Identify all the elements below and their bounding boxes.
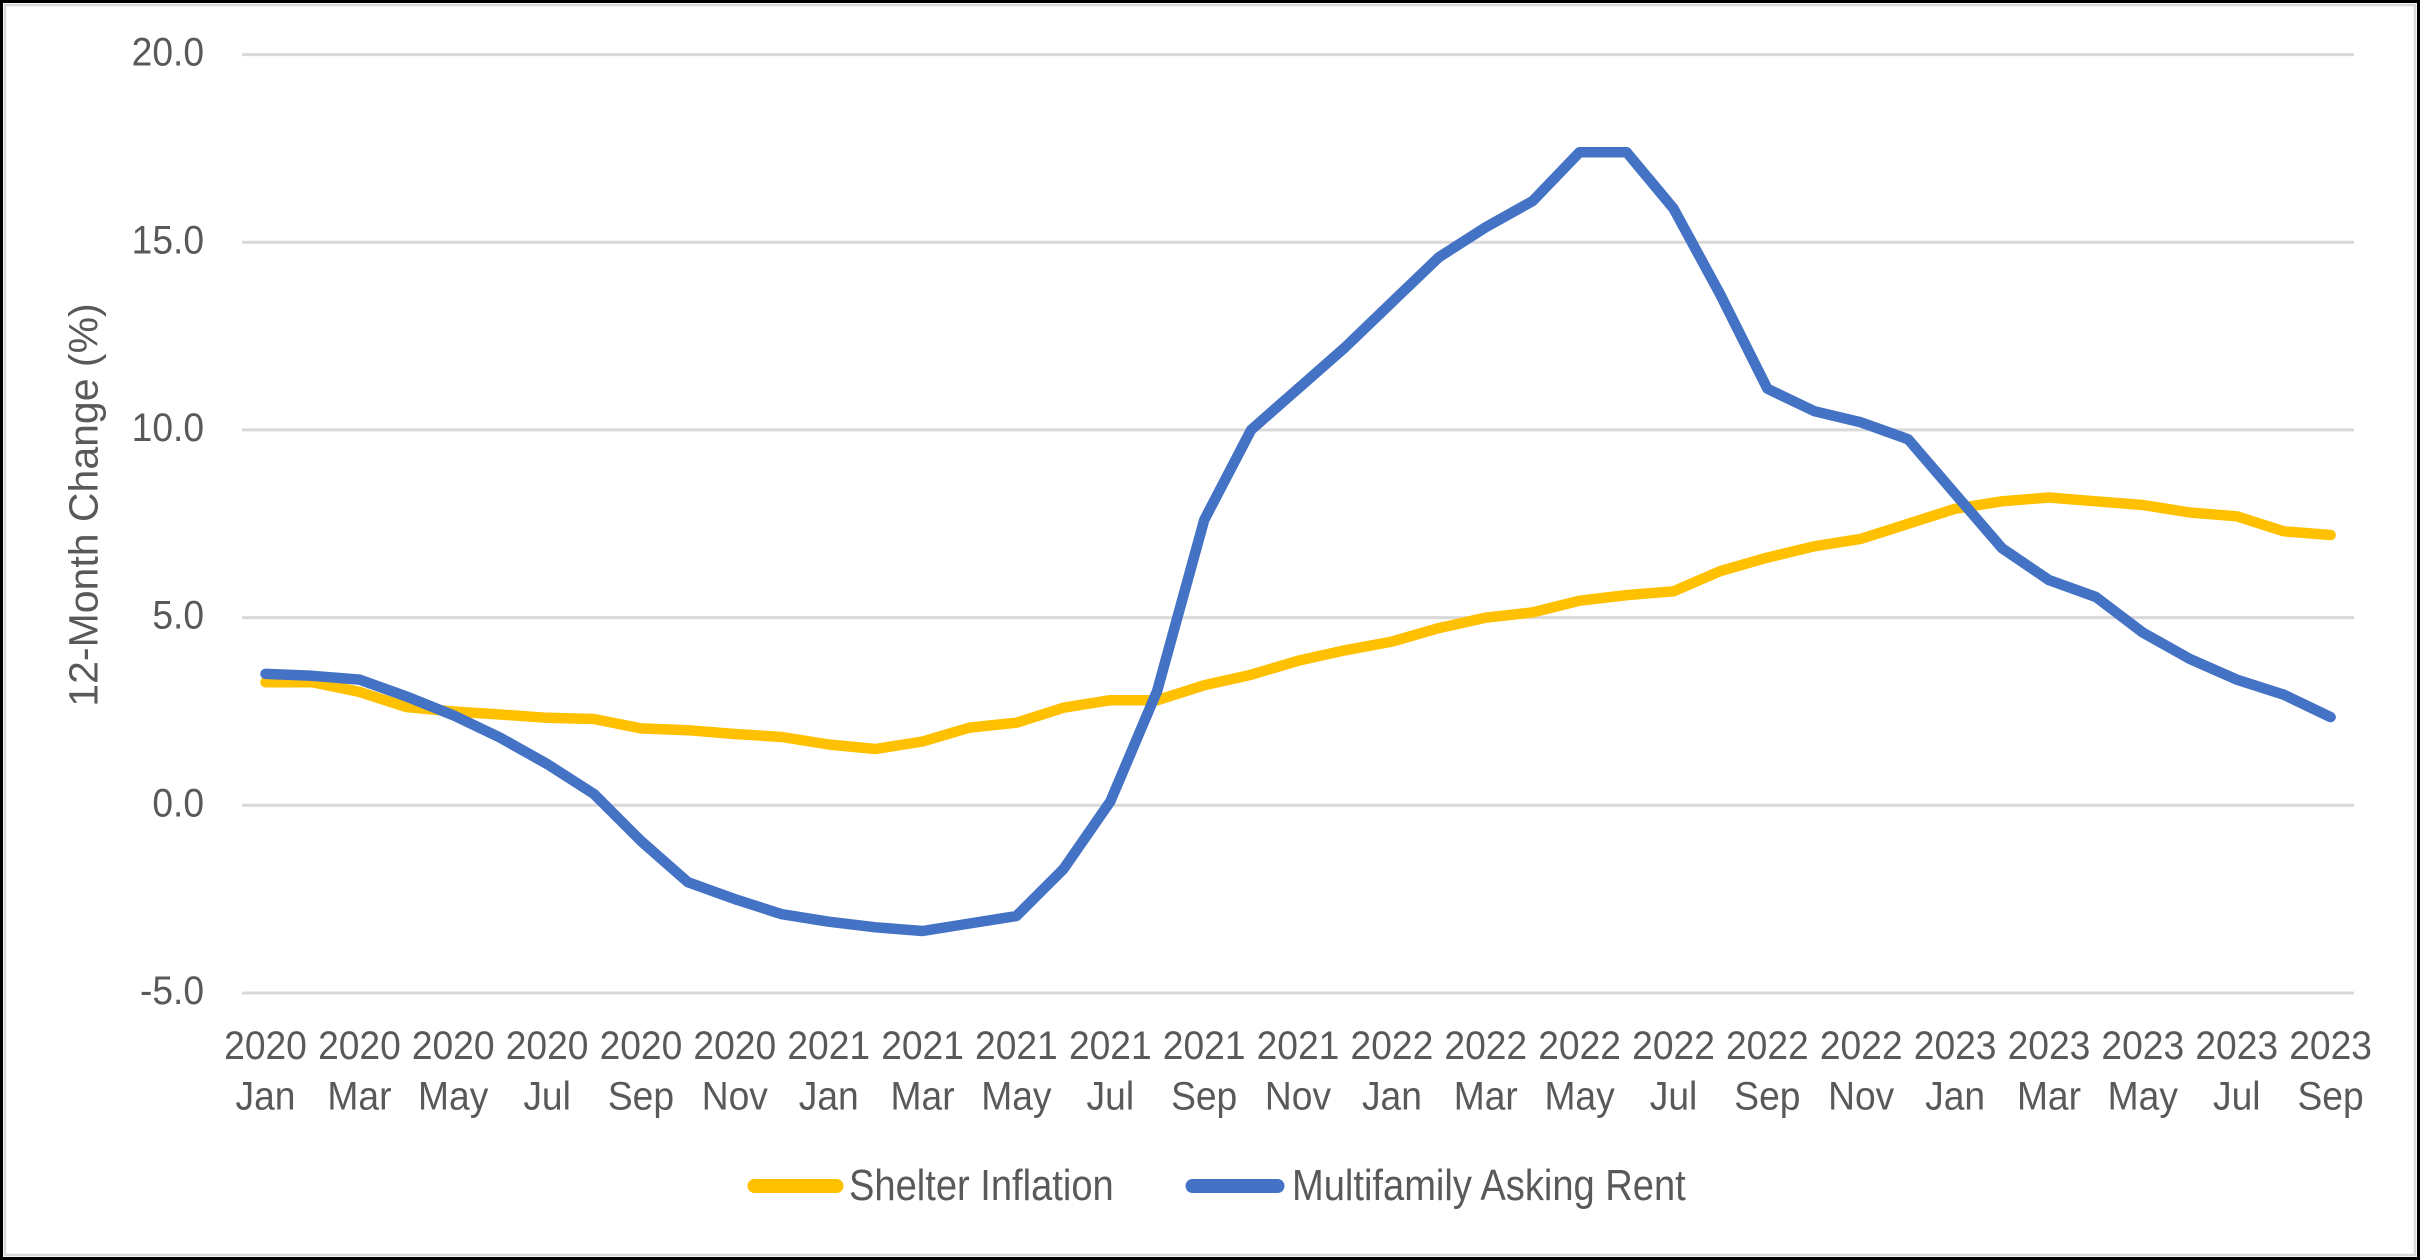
svg-text:Shelter Inflation: Shelter Inflation — [849, 1161, 1114, 1210]
svg-text:Sep: Sep — [1171, 1074, 1237, 1119]
svg-text:2022: 2022 — [1632, 1024, 1715, 1069]
svg-text:2022: 2022 — [1444, 1024, 1527, 1069]
svg-text:May: May — [2108, 1074, 2179, 1119]
svg-text:Multifamily Asking Rent: Multifamily Asking Rent — [1292, 1161, 1686, 1210]
svg-text:Jul: Jul — [2213, 1074, 2261, 1119]
svg-text:-5.0: -5.0 — [140, 969, 204, 1014]
svg-text:2022: 2022 — [1538, 1024, 1621, 1069]
svg-text:Sep: Sep — [1734, 1074, 1800, 1119]
svg-text:Jan: Jan — [1362, 1074, 1422, 1119]
svg-text:2020: 2020 — [506, 1024, 589, 1069]
svg-text:Nov: Nov — [1265, 1074, 1332, 1119]
svg-text:Sep: Sep — [2297, 1074, 2363, 1119]
svg-text:2020: 2020 — [224, 1024, 307, 1069]
svg-text:5.0: 5.0 — [152, 593, 204, 638]
svg-text:2021: 2021 — [881, 1024, 964, 1069]
svg-text:2023: 2023 — [2101, 1024, 2184, 1069]
svg-text:20.0: 20.0 — [132, 30, 204, 75]
svg-text:2022: 2022 — [1820, 1024, 1903, 1069]
svg-text:10.0: 10.0 — [132, 406, 204, 451]
svg-text:2021: 2021 — [1257, 1024, 1340, 1069]
svg-text:May: May — [418, 1074, 489, 1119]
svg-text:12-Month Change (%): 12-Month Change (%) — [60, 303, 106, 706]
svg-text:Jan: Jan — [799, 1074, 859, 1119]
svg-text:Nov: Nov — [702, 1074, 769, 1119]
svg-text:Jan: Jan — [1925, 1074, 1985, 1119]
svg-text:Jul: Jul — [1650, 1074, 1698, 1119]
svg-text:Jul: Jul — [1087, 1074, 1135, 1119]
svg-text:2022: 2022 — [1351, 1024, 1434, 1069]
svg-text:Jan: Jan — [236, 1074, 296, 1119]
svg-text:Nov: Nov — [1828, 1074, 1895, 1119]
svg-text:Jul: Jul — [523, 1074, 571, 1119]
svg-text:2020: 2020 — [318, 1024, 401, 1069]
svg-text:0.0: 0.0 — [152, 781, 204, 826]
svg-text:2021: 2021 — [975, 1024, 1058, 1069]
svg-text:2021: 2021 — [1069, 1024, 1152, 1069]
svg-text:Mar: Mar — [2017, 1074, 2081, 1119]
svg-text:Mar: Mar — [891, 1074, 955, 1119]
svg-text:Sep: Sep — [608, 1074, 674, 1119]
svg-text:2021: 2021 — [787, 1024, 870, 1069]
svg-text:2023: 2023 — [1914, 1024, 1997, 1069]
svg-text:2021: 2021 — [1163, 1024, 1246, 1069]
svg-text:Mar: Mar — [1454, 1074, 1518, 1119]
svg-text:May: May — [981, 1074, 1052, 1119]
svg-text:2023: 2023 — [2195, 1024, 2278, 1069]
svg-text:15.0: 15.0 — [132, 218, 204, 263]
svg-text:May: May — [1544, 1074, 1615, 1119]
svg-text:Mar: Mar — [327, 1074, 391, 1119]
svg-text:2023: 2023 — [2008, 1024, 2091, 1069]
svg-text:2020: 2020 — [412, 1024, 495, 1069]
svg-text:2020: 2020 — [600, 1024, 683, 1069]
svg-text:2023: 2023 — [2289, 1024, 2372, 1069]
svg-text:2020: 2020 — [693, 1024, 776, 1069]
svg-text:2022: 2022 — [1726, 1024, 1809, 1069]
